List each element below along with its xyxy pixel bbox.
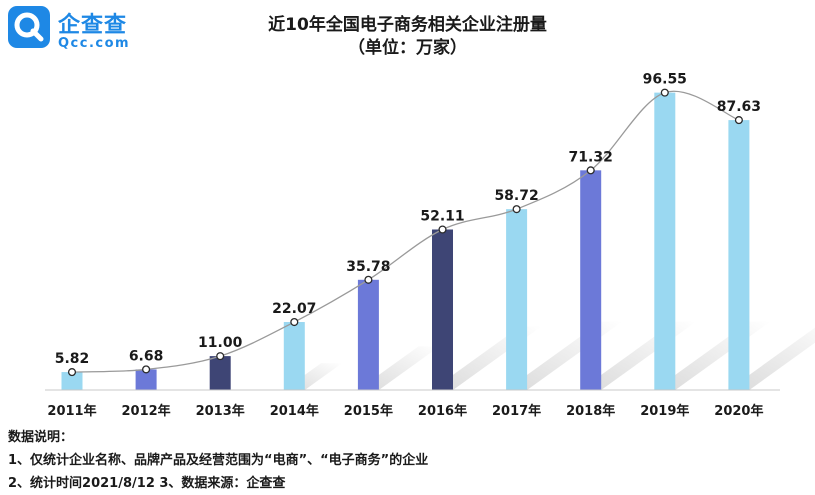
data-label-1: 5.82 [55, 351, 90, 367]
data-label-7: 58.72 [494, 188, 538, 204]
bar-8 [580, 170, 602, 390]
data-label-4: 22.07 [272, 301, 316, 317]
data-notes: 数据说明： 1、仅统计企业名称、品牌产品及经营范围为“电商”、“电子商务”的企业… [8, 426, 428, 495]
notes-line-1: 1、仅统计企业名称、品牌产品及经营范围为“电商”、“电子商务”的企业 [8, 453, 429, 468]
notes-heading: 数据说明： [8, 430, 74, 445]
bar-3 [209, 356, 231, 390]
data-label-5: 35.78 [346, 259, 390, 275]
bar-9 [654, 92, 676, 390]
trend-point-10 [734, 116, 743, 125]
trend-line [71, 90, 740, 373]
logo-name-cn: 企查查 [58, 13, 128, 38]
data-label-8: 71.32 [569, 149, 613, 165]
bar-chart: 5.82 6.68 11.00 22.07 35.78 52.11 58.72 71.32 96… [45, 72, 815, 419]
chart-title: 近10年全国电子商务相关企业注册量 [268, 15, 547, 35]
bar-10 [728, 120, 750, 390]
bar-4 [283, 322, 305, 390]
bar-6 [432, 229, 453, 390]
x-tick-label-6: 2016年 [418, 403, 467, 419]
logo-badge [8, 6, 50, 48]
data-label-9: 96.55 [643, 72, 687, 88]
logo-name-en: Qcc.com [58, 36, 131, 51]
trend-point-1 [67, 368, 77, 377]
data-label-2: 6.68 [129, 348, 164, 364]
x-tick-label-8: 2018年 [566, 403, 615, 419]
notes-line-2: 2、统计时间2021/8/12 3、数据来源：企查查 [8, 476, 286, 491]
search-q-icon [14, 12, 44, 42]
trend-point-3 [216, 352, 225, 361]
trend-point-9 [660, 88, 669, 97]
x-tick-label-10: 2020年 [714, 403, 763, 419]
brand-logo: 企查查 Qcc.com [8, 6, 148, 54]
x-tick-label-5: 2015年 [344, 403, 393, 419]
trend-point-2 [142, 365, 151, 374]
bar-7 [506, 209, 528, 390]
x-tick-label-7: 2017年 [492, 403, 541, 419]
x-tick-label-2: 2012年 [122, 403, 171, 419]
trend-point-8 [586, 166, 595, 175]
trend-point-4 [290, 317, 299, 327]
bar-1 [61, 372, 83, 390]
data-label-6: 52.11 [420, 209, 464, 225]
trend-point-5 [364, 275, 373, 284]
bar-2 [135, 369, 157, 390]
trend-point-7 [512, 205, 521, 214]
data-label-10: 87.63 [717, 99, 761, 115]
bar-shadow [728, 327, 815, 390]
chart-subtitle: （单位：万家） [348, 38, 467, 58]
data-label-3: 11.00 [198, 335, 243, 351]
x-tick-label-9: 2019年 [640, 403, 689, 419]
x-tick-label-3: 2013年 [196, 403, 245, 419]
bar-5 [357, 279, 379, 390]
trend-point-6 [438, 225, 447, 234]
x-tick-label-1: 2011年 [47, 403, 96, 419]
x-tick-label-4: 2014年 [270, 403, 319, 419]
